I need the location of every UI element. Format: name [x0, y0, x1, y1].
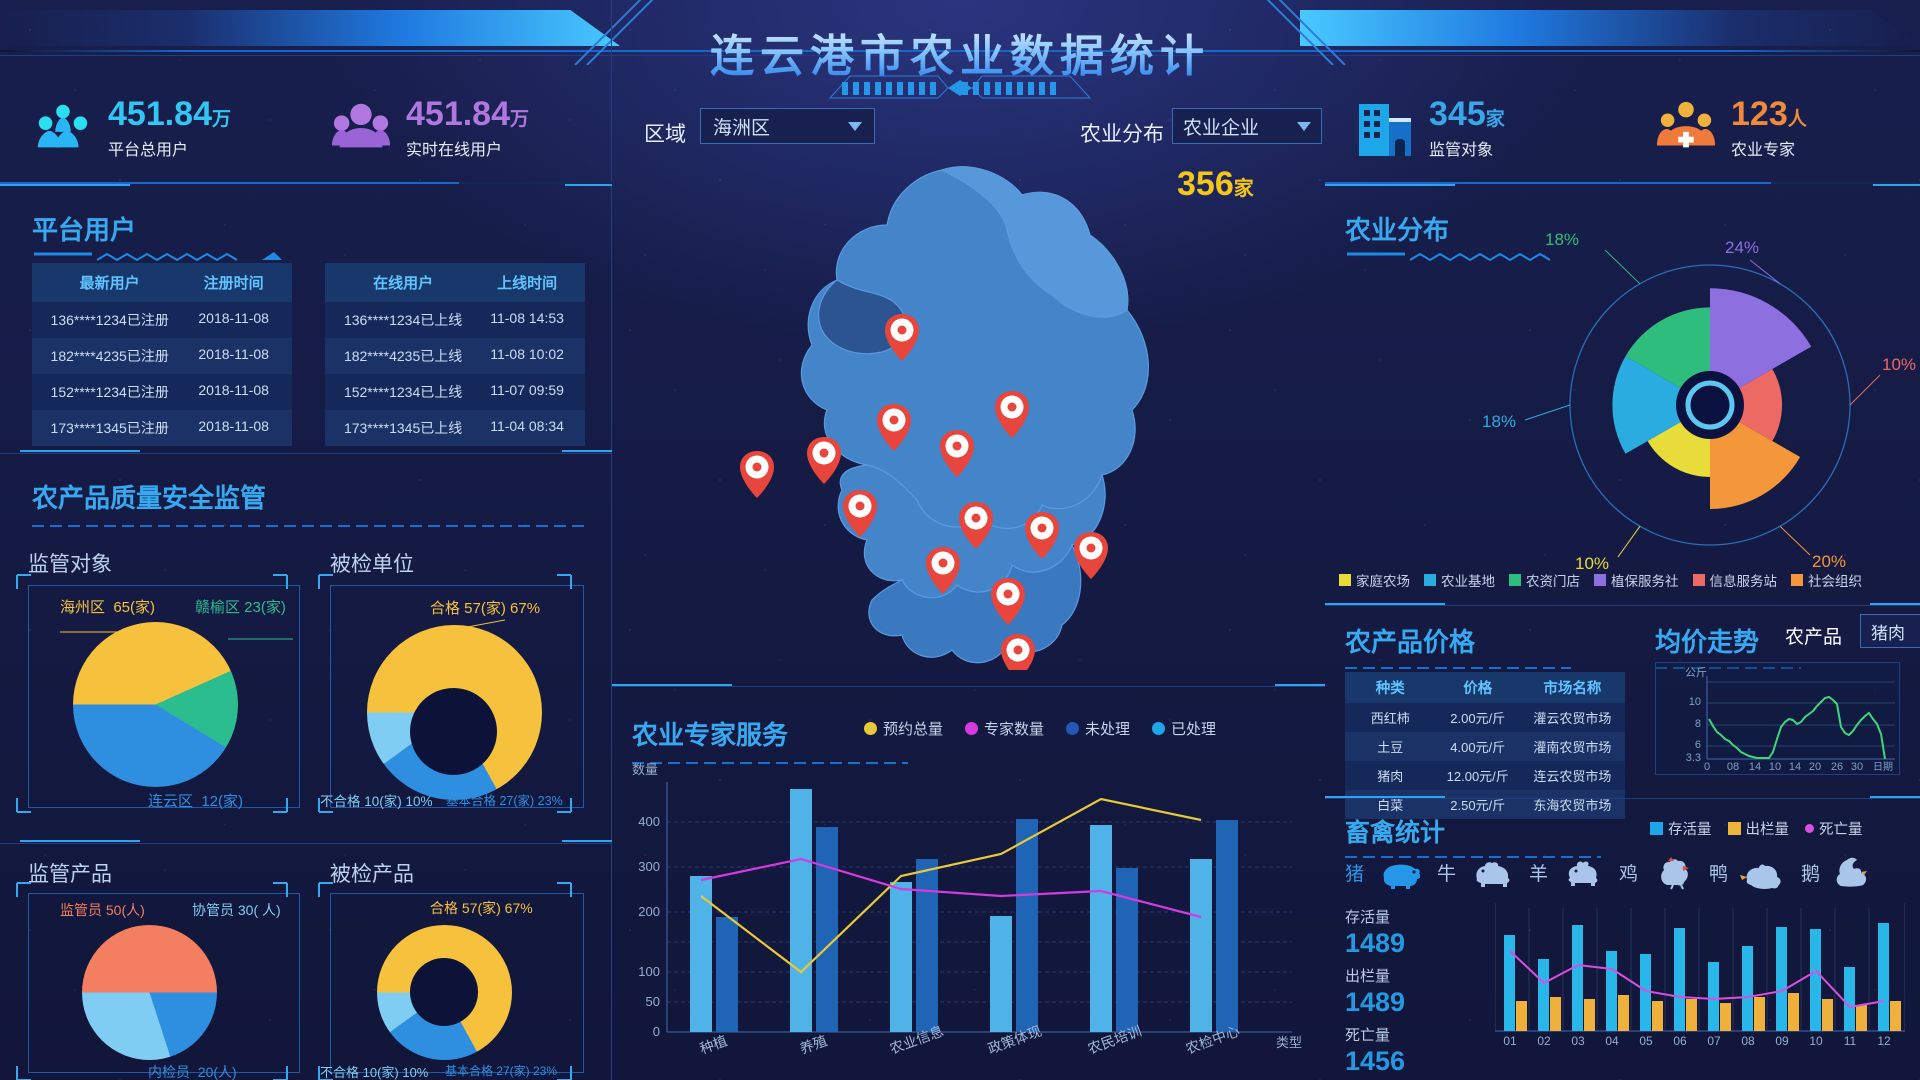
svg-text:鸡: 鸡	[1619, 863, 1638, 885]
svg-text:牛: 牛	[1437, 863, 1456, 885]
svg-text:6: 6	[1695, 739, 1701, 751]
svg-text:200: 200	[638, 904, 660, 919]
svg-text:羊: 羊	[1529, 863, 1548, 885]
svg-text:100: 100	[638, 964, 660, 979]
svg-text:种植: 种植	[698, 1032, 730, 1057]
svg-text:10%: 10%	[1882, 355, 1916, 374]
svg-text:20%: 20%	[1812, 552, 1846, 571]
svg-text:养殖: 养殖	[798, 1032, 830, 1057]
svg-text:50: 50	[646, 994, 660, 1009]
svg-text:05: 05	[1639, 1034, 1653, 1048]
svg-text:08: 08	[1741, 1034, 1755, 1048]
svg-text:300: 300	[638, 859, 660, 874]
svg-text:0: 0	[653, 1024, 660, 1039]
svg-text:11: 11	[1844, 1034, 1857, 1048]
svg-text:数量: 数量	[632, 762, 658, 777]
svg-text:10: 10	[1809, 1034, 1823, 1048]
svg-text:0: 0	[1704, 761, 1710, 773]
svg-text:公斤: 公斤	[1685, 666, 1707, 679]
svg-text:8: 8	[1695, 718, 1701, 730]
svg-text:30: 30	[1851, 761, 1863, 773]
svg-text:04: 04	[1605, 1034, 1619, 1048]
svg-text:10: 10	[1689, 696, 1701, 708]
svg-text:08: 08	[1727, 761, 1739, 773]
svg-text:14: 14	[1789, 761, 1801, 773]
svg-text:09: 09	[1775, 1034, 1789, 1048]
svg-text:12: 12	[1877, 1034, 1891, 1048]
svg-text:18%: 18%	[1482, 412, 1516, 431]
svg-text:06: 06	[1673, 1034, 1687, 1048]
svg-text:26: 26	[1831, 761, 1843, 773]
svg-text:02: 02	[1537, 1034, 1551, 1048]
svg-text:鹅: 鹅	[1801, 863, 1820, 885]
svg-text:20: 20	[1809, 761, 1821, 773]
svg-text:400: 400	[638, 814, 660, 829]
svg-text:01: 01	[1503, 1034, 1517, 1048]
svg-text:日期: 日期	[1873, 761, 1893, 773]
svg-text:24%: 24%	[1725, 238, 1759, 257]
svg-text:猪: 猪	[1345, 863, 1364, 885]
svg-text:鸭: 鸭	[1709, 863, 1728, 885]
svg-text:03: 03	[1571, 1034, 1585, 1048]
svg-text:3.3: 3.3	[1686, 752, 1701, 764]
svg-text:07: 07	[1707, 1034, 1721, 1048]
svg-text:14: 14	[1749, 761, 1761, 773]
svg-text:10: 10	[1769, 761, 1781, 773]
svg-text:类型: 类型	[1276, 1035, 1302, 1050]
svg-text:18%: 18%	[1545, 230, 1579, 249]
